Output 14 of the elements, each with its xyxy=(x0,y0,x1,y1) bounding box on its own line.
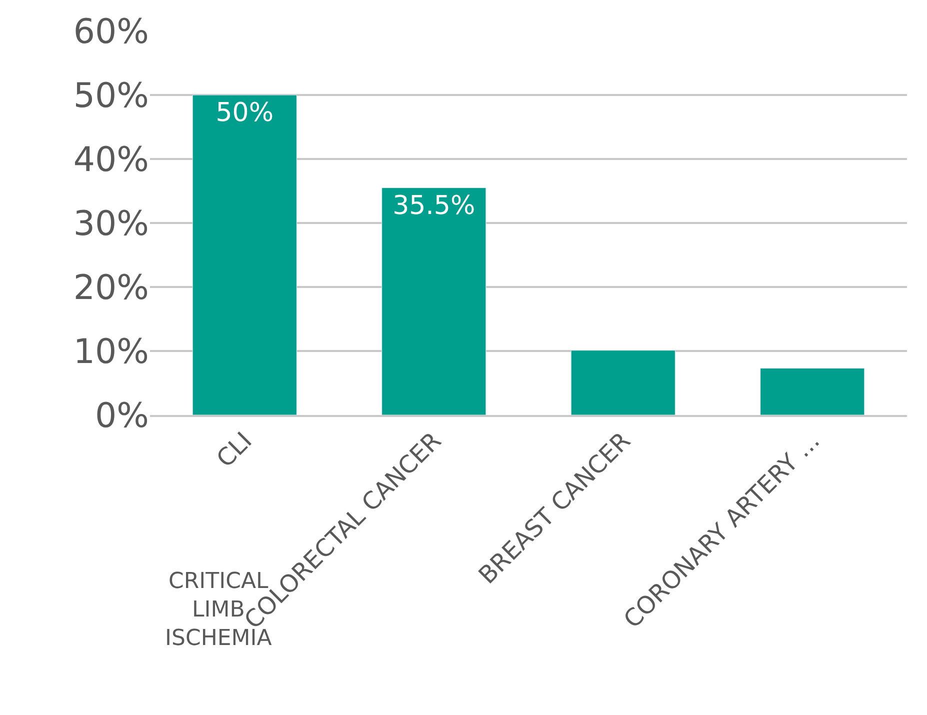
y-tick-label: 60% xyxy=(73,12,149,52)
y-tick-label: 0% xyxy=(95,396,149,436)
y-tick-label: 40% xyxy=(73,140,149,180)
bar xyxy=(382,188,486,415)
data-label: 50% xyxy=(216,98,274,128)
y-tick-label: 50% xyxy=(73,76,149,116)
y-tick-label: 20% xyxy=(73,268,149,308)
bar xyxy=(192,94,297,415)
bar xyxy=(760,368,865,415)
data-label: 35.5% xyxy=(392,190,476,221)
x-tick-label: CLI xyxy=(211,426,258,473)
y-tick-label: 10% xyxy=(73,332,149,372)
bar xyxy=(570,350,676,415)
y-tick-label: 30% xyxy=(73,204,149,244)
